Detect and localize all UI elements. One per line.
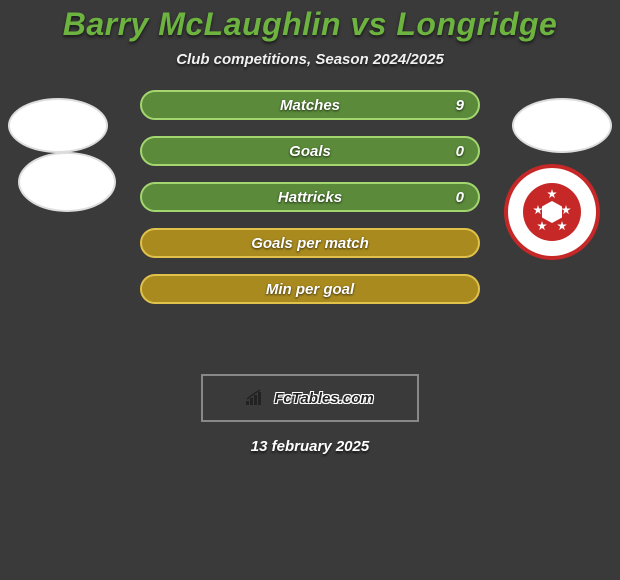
footer-logo-text: FcTables.com [274,390,373,407]
badge-star-icon [533,205,543,215]
stat-bar-goals-per-match: Goals per match [140,228,480,258]
footer-logo-box: FcTables.com [201,374,419,422]
badge-inner-circle [523,183,581,241]
stat-value: 0 [456,143,464,160]
comparison-card: Barry McLaughlin vs Longridge Club compe… [0,0,620,455]
footer-date: 13 february 2025 [0,438,620,455]
stat-label: Goals per match [251,235,369,252]
title: Barry McLaughlin vs Longridge [0,6,620,43]
badge-star-icon [561,205,571,215]
content-area: Matches 9 Goals 0 Hattricks 0 Goals per … [0,96,620,356]
badge-star-icon [557,221,567,231]
right-club-badge [504,164,600,260]
right-avatar-placeholder [512,98,612,153]
left-avatar-placeholder-2 [18,152,116,212]
stat-label: Matches [280,97,340,114]
subtitle: Club competitions, Season 2024/2025 [0,51,620,68]
badge-star-icon [537,221,547,231]
stat-value: 0 [456,189,464,206]
stat-bars: Matches 9 Goals 0 Hattricks 0 Goals per … [140,90,480,320]
badge-shield-icon [542,201,562,223]
stat-label: Goals [289,143,331,160]
stat-bar-goals: Goals 0 [140,136,480,166]
chart-icon [246,389,268,407]
stat-bar-matches: Matches 9 [140,90,480,120]
left-avatar-placeholder-1 [8,98,108,153]
stat-bar-min-per-goal: Min per goal [140,274,480,304]
badge-star-icon [547,189,557,199]
stat-label: Min per goal [266,281,354,298]
stat-value: 9 [456,97,464,114]
stat-bar-hattricks: Hattricks 0 [140,182,480,212]
stat-label: Hattricks [278,189,342,206]
